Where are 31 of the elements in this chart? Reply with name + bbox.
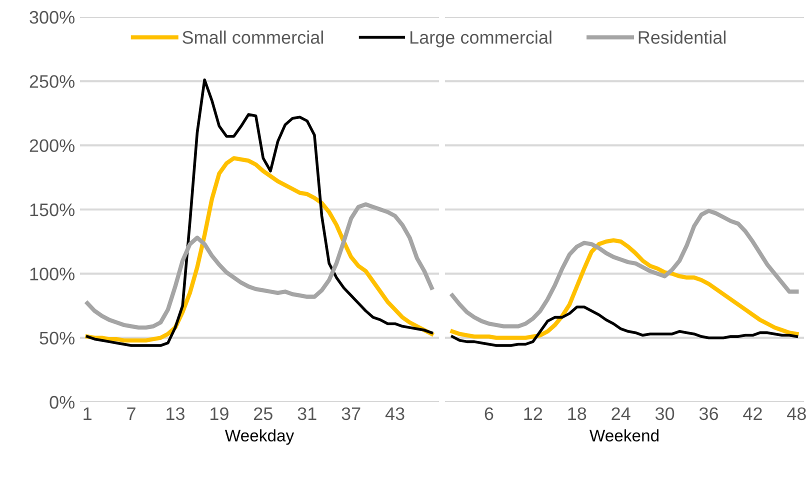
y-tick-label: 50% (40, 332, 74, 345)
y-tick-label: 0% (50, 396, 74, 409)
y-tick-label: 100% (30, 268, 74, 280)
x-tick-label: 1 (84, 408, 92, 420)
x-tick-label: 12 (524, 407, 542, 420)
x-axis-title: Weekend (590, 429, 658, 442)
legend-label: Residential (638, 30, 726, 44)
x-tick-label: 19 (210, 407, 228, 420)
x-tick-label: 42 (743, 407, 762, 420)
legend-label: Small commercial (182, 30, 323, 44)
x-tick-label: 13 (166, 407, 184, 420)
x-tick-label: 37 (342, 407, 360, 420)
x-axis-title: Weekday (224, 429, 294, 445)
x-tick-label: 36 (699, 407, 718, 420)
x-tick-label: 6 (484, 407, 494, 420)
x-tick-label: 7 (127, 408, 136, 420)
line-series (85, 202, 434, 330)
y-tick-label: 200% (30, 139, 74, 152)
line-series (85, 156, 434, 342)
x-tick-label: 48 (787, 407, 806, 420)
x-tick-label: 25 (254, 407, 272, 420)
y-tick-label: 250% (30, 75, 74, 88)
line-series (86, 78, 434, 347)
x-tick-label: 31 (298, 407, 316, 420)
x-tick-label: 24 (612, 407, 630, 420)
y-tick-label: 300% (30, 10, 74, 24)
x-tick-label: 30 (655, 407, 674, 420)
x-tick-label: 43 (385, 407, 404, 420)
legend-label: Large commercial (410, 30, 552, 48)
y-tick-label: 150% (30, 203, 74, 216)
x-tick-label: 18 (568, 407, 586, 420)
